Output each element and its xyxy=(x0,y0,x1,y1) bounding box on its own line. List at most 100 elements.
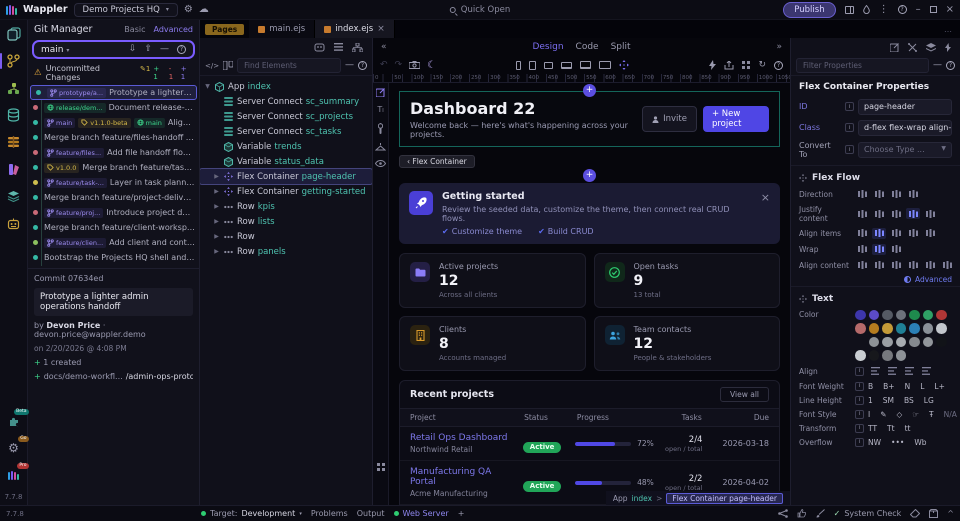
flex-option-button[interactable] xyxy=(923,228,937,239)
uncommitted-changes-row[interactable]: ⚠ Uncommitted Changes ✎1 + 1 - 1 + 1 xyxy=(28,62,199,84)
output-button[interactable]: Output xyxy=(356,509,385,518)
tree-chevron-icon[interactable]: ▶ xyxy=(214,203,219,210)
text-option-button[interactable]: NW xyxy=(868,437,882,447)
code-view-icon[interactable]: </> xyxy=(205,61,220,70)
text-option-button[interactable]: tt xyxy=(904,423,911,433)
thumbs-up-icon[interactable] xyxy=(797,509,806,518)
project-name-link[interactable]: Manufacturing QA Portal xyxy=(410,467,492,487)
color-swatch[interactable] xyxy=(882,350,893,361)
cloud-sync-icon[interactable]: ☁ xyxy=(198,3,209,15)
collapse-props-icon[interactable]: — xyxy=(933,60,942,70)
text-option-button[interactable]: B+ xyxy=(883,381,895,391)
collapse-right-icon[interactable]: » xyxy=(776,42,782,52)
git-more-icon[interactable]: — xyxy=(160,44,169,54)
breadcrumb-app[interactable]: App xyxy=(612,493,628,503)
sidebar-item-git[interactable] xyxy=(0,52,25,70)
list-view-icon[interactable] xyxy=(334,43,343,51)
sidebar-item-layers[interactable] xyxy=(3,187,25,205)
git-commit-row[interactable]: feature/files... Add file handoff flows f… xyxy=(28,145,199,160)
git-commit-row[interactable]: feature/clien... Add client and contact r… xyxy=(28,235,199,250)
id-input[interactable]: page-header xyxy=(858,98,952,115)
flex-option-button[interactable] xyxy=(855,228,869,239)
git-commit-row[interactable]: feature/proj... Introduce project delive.… xyxy=(28,205,199,220)
class-input[interactable]: d-flex flex-wrap align-items-center j xyxy=(858,119,952,136)
sidebar-item-wappler-pro[interactable]: Pro xyxy=(3,463,29,484)
convert-to-select[interactable]: Choose Type ... ▼ xyxy=(858,141,952,158)
text-align-button[interactable] xyxy=(919,366,933,377)
actions-icon[interactable] xyxy=(945,42,951,52)
flex-option-button[interactable] xyxy=(872,208,886,219)
flex-option-button[interactable] xyxy=(889,244,903,255)
export-icon[interactable] xyxy=(724,60,734,70)
dark-mode-icon[interactable]: ☾ xyxy=(427,59,437,71)
responsive-move-icon[interactable] xyxy=(619,60,630,70)
text-option-button[interactable]: N/A xyxy=(943,409,957,419)
project-row[interactable]: Agency Website RefreshBluebird StudioAct… xyxy=(400,504,779,505)
collapse-left-icon[interactable]: « xyxy=(381,42,387,52)
laptop-preview-icon[interactable] xyxy=(561,61,573,69)
git-remote-badge[interactable]: main xyxy=(133,117,165,128)
desktop-preview-icon[interactable] xyxy=(580,61,592,69)
robot-assistant-icon[interactable] xyxy=(314,42,325,52)
theme-droplet-icon[interactable] xyxy=(862,5,870,14)
insert-before-button[interactable]: + xyxy=(583,84,596,97)
sidebar-item-ai-assistant[interactable] xyxy=(3,214,25,232)
project-row[interactable]: Manufacturing QA Portal Acme Manufacturin… xyxy=(400,460,779,504)
color-swatch[interactable] xyxy=(882,323,893,334)
tree-chevron-icon[interactable]: ▶ xyxy=(214,188,219,195)
flex-option-button[interactable] xyxy=(855,244,869,255)
color-swatch[interactable] xyxy=(855,323,866,334)
system-check-button[interactable]: ✓ System Check xyxy=(833,509,902,518)
git-commit-row[interactable]: v1.0.0 Merge branch feature/task-wor... xyxy=(28,160,199,175)
selected-flex-container[interactable]: Dashboard 22 Welcome back — here's what'… xyxy=(399,91,780,147)
color-swatch[interactable] xyxy=(922,336,933,347)
text-option-button[interactable]: L+ xyxy=(934,381,945,391)
help-icon[interactable]: ? xyxy=(897,5,907,14)
text-option-button[interactable]: ☞ xyxy=(912,409,920,419)
tree-chevron-icon[interactable]: ▶ xyxy=(214,218,219,225)
view-all-button[interactable]: View all xyxy=(720,387,769,402)
git-commit-row[interactable]: Bootstrap the Projects HQ shell and sign… xyxy=(28,250,199,265)
kpi-card[interactable]: Team contacts 12 People & stakeholders xyxy=(593,316,780,371)
refresh-icon[interactable]: ↻ xyxy=(758,60,766,70)
git-branch-badge[interactable]: prototype/a... xyxy=(47,87,107,98)
files-created-summary[interactable]: + 1 created xyxy=(34,358,82,367)
find-elements-input[interactable] xyxy=(237,58,341,73)
branch-selector[interactable]: main ▾ ⇩ ⇧ — ? xyxy=(32,40,195,59)
git-mode-advanced[interactable]: Advanced xyxy=(153,25,193,34)
tree-chevron-icon[interactable]: ▶ xyxy=(214,233,219,240)
kpi-card[interactable]: Open tasks 9 13 total xyxy=(593,253,780,308)
tree-item-sc_projects[interactable]: Server Connect sc_projects xyxy=(200,109,372,124)
flex-option-button[interactable] xyxy=(889,208,903,219)
git-commit-row[interactable]: prototype/a... Prototype a lighter admi..… xyxy=(30,85,197,100)
flex-option-button[interactable] xyxy=(923,208,937,219)
build-crud-action[interactable]: ✔ Build CRUD xyxy=(538,227,594,236)
visibility-eye-icon[interactable] xyxy=(375,160,386,167)
problems-button[interactable]: Problems xyxy=(310,509,348,518)
color-swatch[interactable] xyxy=(868,323,879,334)
text-align-button[interactable] xyxy=(902,366,916,377)
package-icon[interactable] xyxy=(929,509,939,518)
sidebar-item-go-settings[interactable]: ⚙ Go xyxy=(3,436,29,457)
color-swatch[interactable] xyxy=(936,309,947,320)
collapse-panel-icon[interactable]: — xyxy=(345,60,354,70)
flex-option-button[interactable] xyxy=(889,260,903,271)
element-breadcrumb-chip[interactable]: ‹ Flex Container xyxy=(399,155,475,168)
tree-item-page-header[interactable]: ▶ Flex Container page-header xyxy=(200,168,372,185)
project-row[interactable]: Retail Ops Dashboard Northwind Retail Acti… xyxy=(400,427,779,460)
text-option-button[interactable]: Wb xyxy=(914,437,927,447)
project-name-link[interactable]: Retail Ops Dashboard xyxy=(410,433,508,443)
phone-preview-icon[interactable] xyxy=(516,60,522,70)
grid-overlay-icon[interactable] xyxy=(742,61,751,69)
flex-option-button[interactable] xyxy=(855,208,869,219)
color-swatch[interactable] xyxy=(909,336,920,347)
tree-item-sc_tasks[interactable]: Server Connect sc_tasks xyxy=(200,124,372,139)
color-swatch[interactable] xyxy=(868,309,879,320)
tree-item-panels[interactable]: ▶ Row panels xyxy=(200,244,372,259)
flex-option-button[interactable] xyxy=(940,260,954,271)
git-commit-row[interactable]: Merge branch feature/files-handoff into … xyxy=(28,130,199,145)
flex-option-button[interactable] xyxy=(855,260,869,271)
tree-item-status_data[interactable]: Variable status_data xyxy=(200,154,372,169)
text-option-button[interactable]: N xyxy=(904,381,911,391)
collapse-statusbar-icon[interactable]: ^ xyxy=(947,509,954,518)
